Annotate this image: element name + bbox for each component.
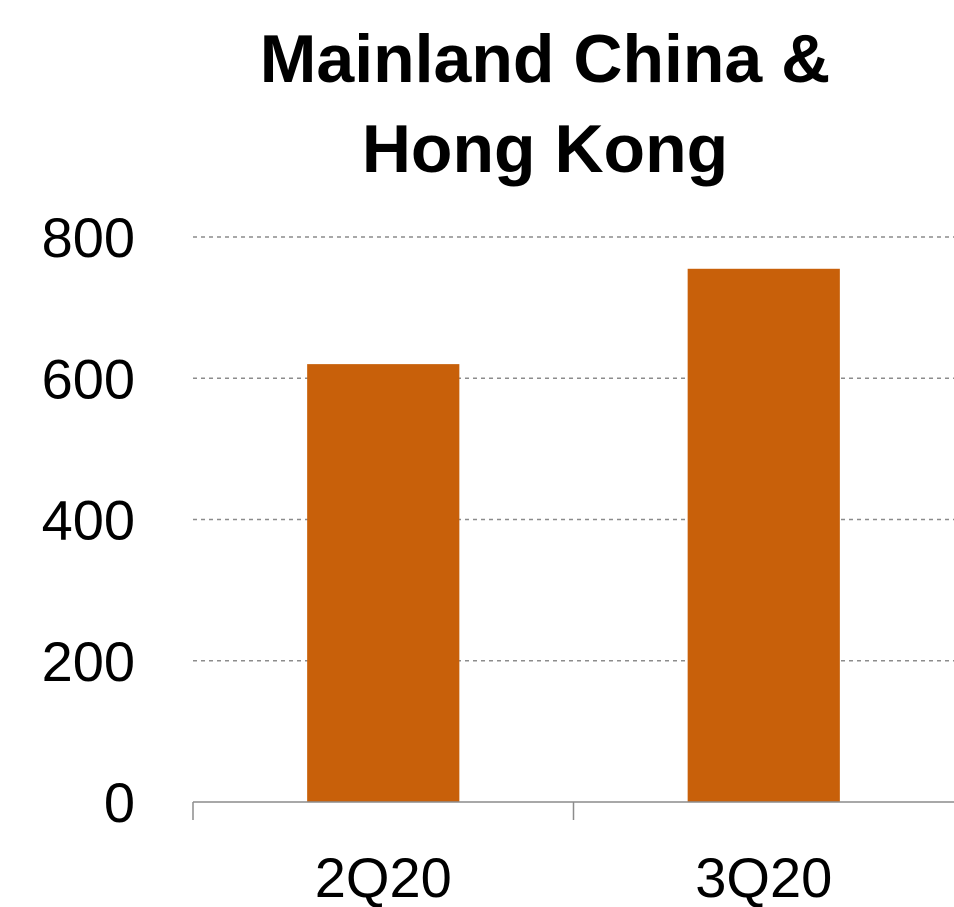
bar-2Q20 (307, 364, 460, 802)
y-axis-tick-labels: 0 200 400 600 800 (42, 206, 135, 834)
y-tick-label-0: 0 (104, 771, 135, 834)
y-tick-label-800: 800 (42, 206, 135, 269)
bar-3Q20 (687, 268, 840, 802)
chart-title-line-2: Hong Kong (362, 111, 728, 187)
x-category-label-3Q20: 3Q20 (695, 846, 832, 907)
y-tick-label-200: 200 (42, 630, 135, 693)
x-category-label-2Q20: 2Q20 (315, 846, 452, 907)
y-tick-label-600: 600 (42, 347, 135, 410)
x-axis-category-labels: 2Q20 3Q20 (315, 846, 833, 907)
x-axis (192, 801, 954, 820)
y-tick-label-400: 400 (42, 489, 135, 552)
chart-title-line-1: Mainland China & (260, 21, 830, 97)
bars (307, 268, 840, 802)
chart-title: Mainland China & Hong Kong (260, 21, 830, 187)
